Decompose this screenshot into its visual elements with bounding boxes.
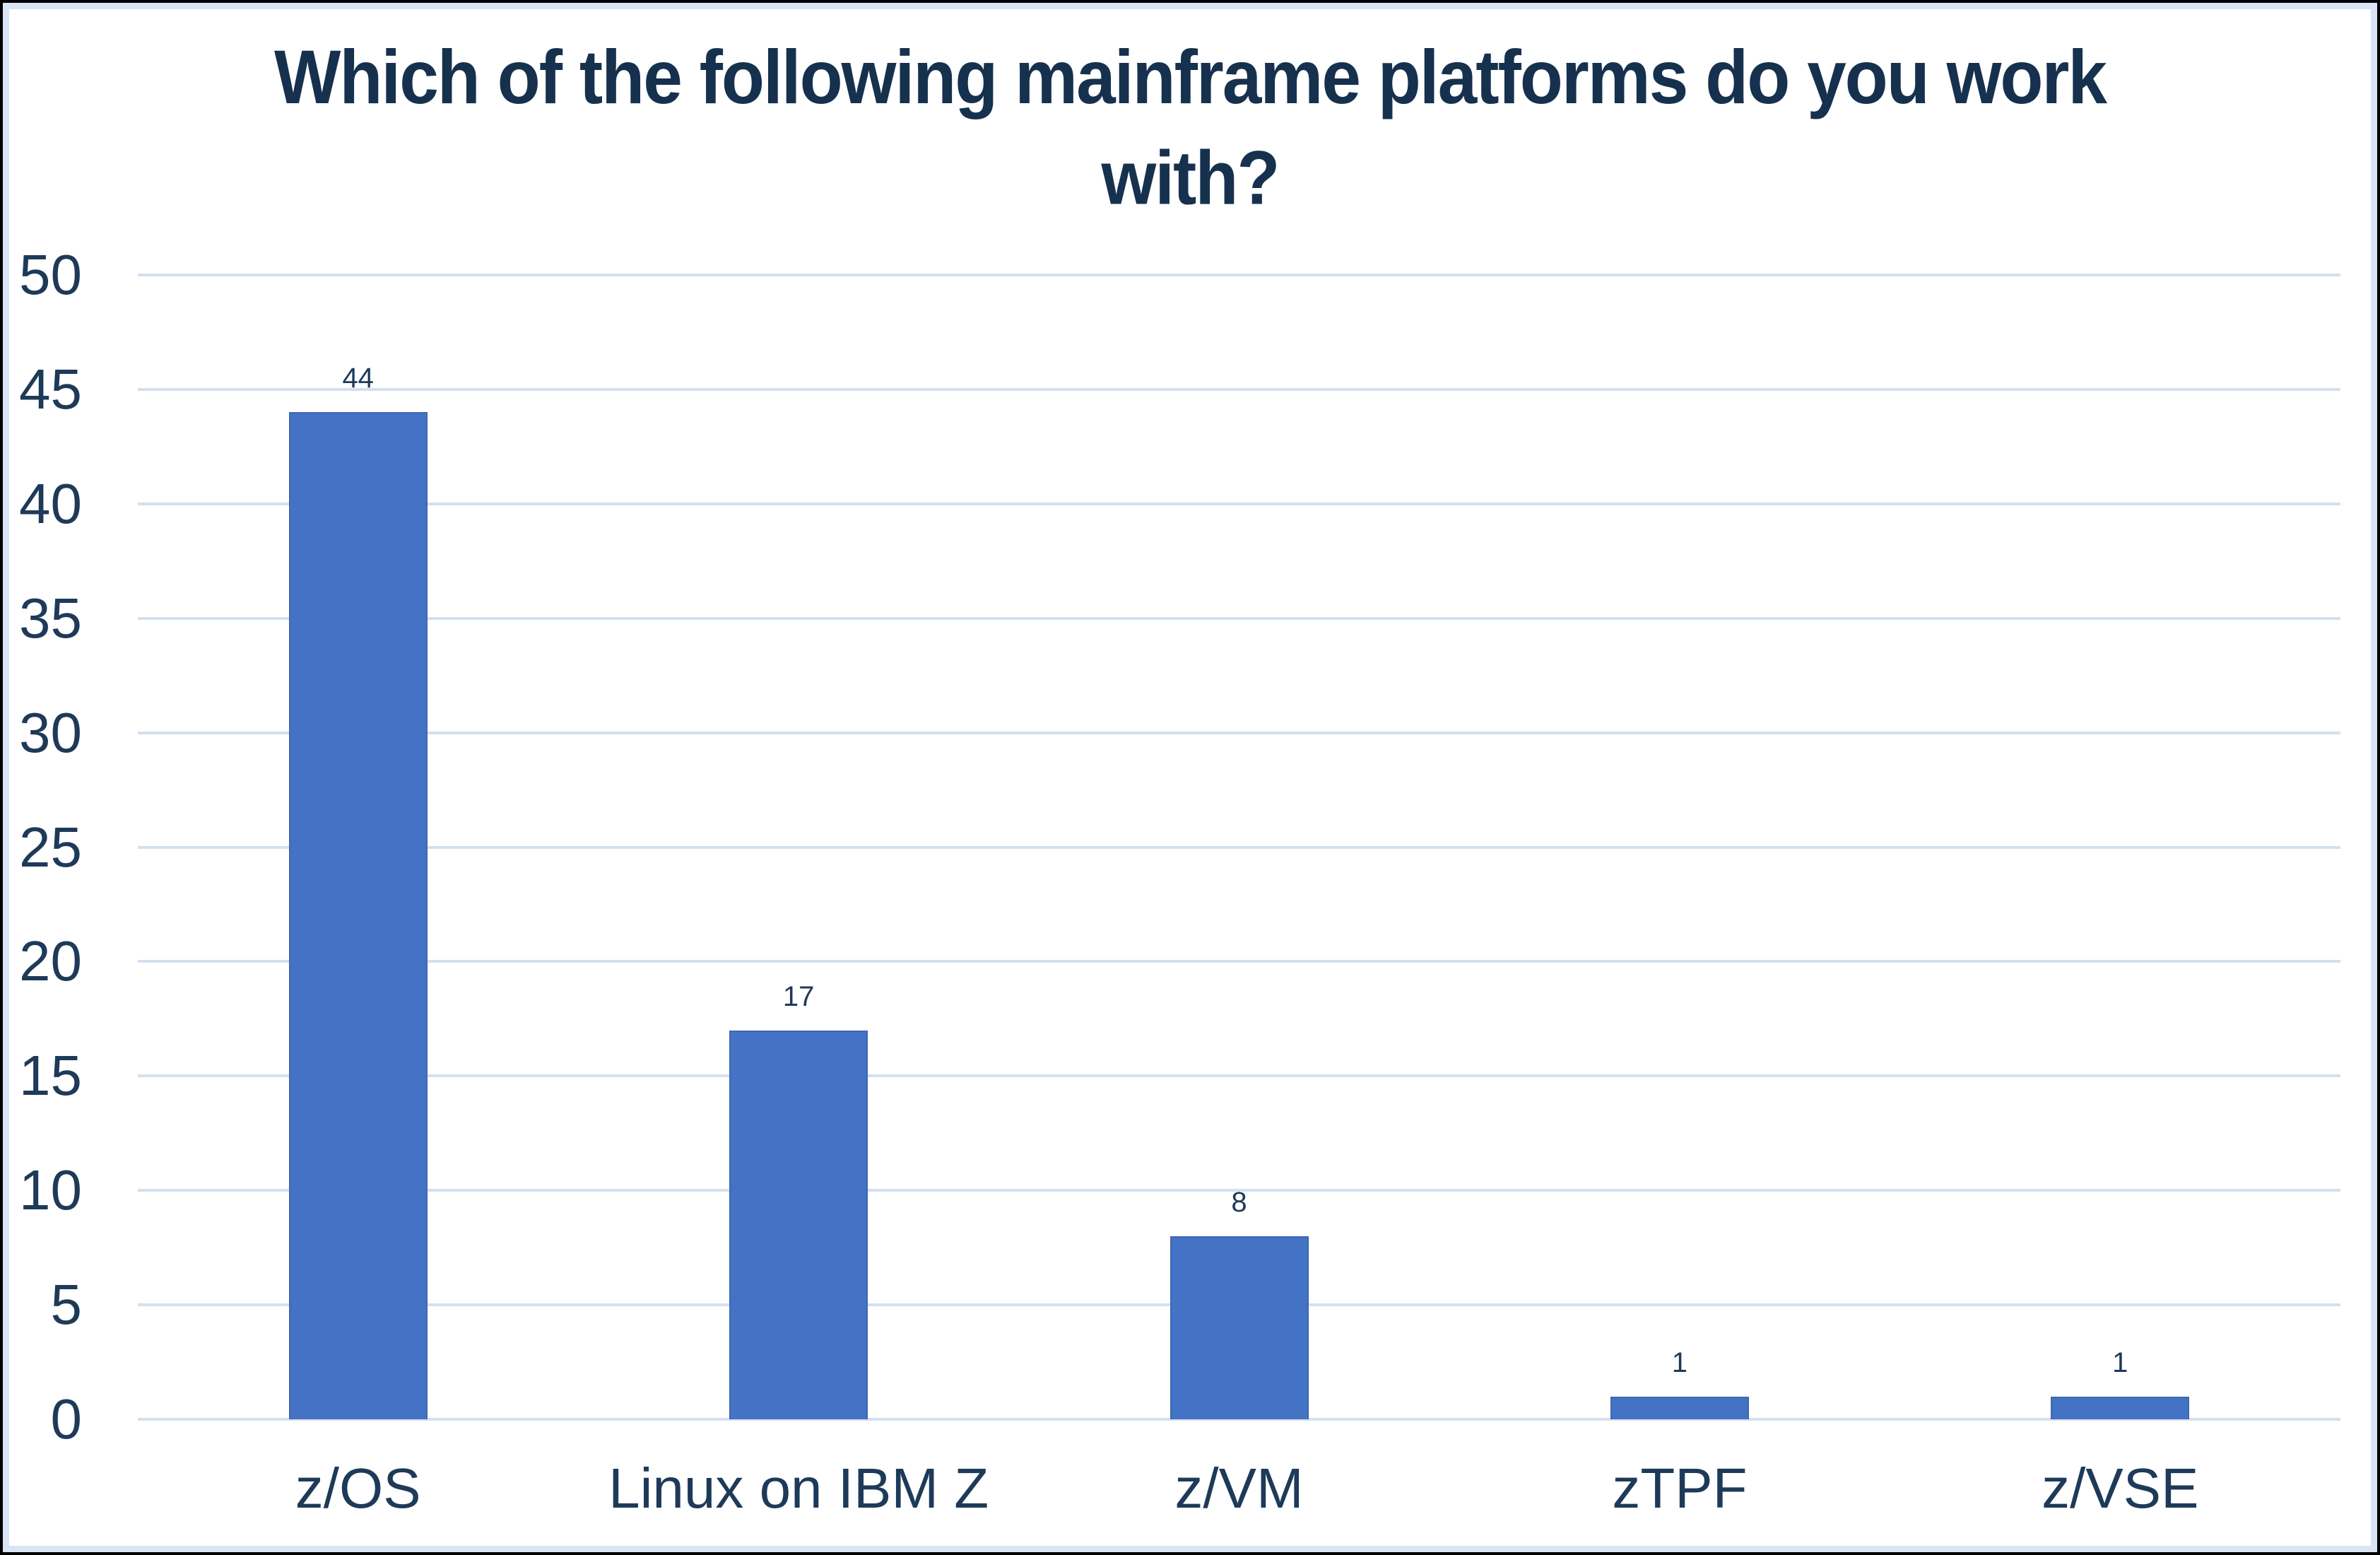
x-category-label: zTPF (1612, 1457, 1748, 1520)
bar (729, 1030, 868, 1419)
x-category-label: z/VM (1174, 1457, 1304, 1520)
bar (1170, 1236, 1309, 1419)
y-tick-label: 25 (19, 815, 82, 879)
bar-value-label: 44 (342, 363, 374, 394)
y-tick-label: 45 (19, 357, 82, 421)
y-tick-label: 50 (19, 243, 82, 306)
bar-value-label: 1 (1671, 1346, 1688, 1378)
y-tick-label: 40 (19, 471, 82, 535)
gridline (138, 1074, 2340, 1078)
gridline (138, 502, 2340, 505)
chart-title: Which of the following mainframe platfor… (0, 27, 2380, 228)
gridline (138, 960, 2340, 963)
bar-value-label: 8 (1231, 1186, 1247, 1218)
gridline (138, 845, 2340, 849)
bar (288, 412, 428, 1419)
gridline (138, 274, 2340, 276)
y-axis-tick-labels: 0 5 10 15 20 25 30 35 40 45 50 (0, 247, 83, 1448)
y-tick-label: 35 (19, 586, 82, 650)
bar-value-label: 17 (782, 980, 815, 1012)
plot-area: 44 17 8 1 1 z/OS Linux on IBM Z z/VM zTPF z/VSE (138, 274, 2340, 1517)
x-category-label: z/OS (295, 1457, 421, 1520)
y-tick-label: 20 (19, 929, 82, 993)
gridline (138, 1189, 2340, 1192)
bar (2051, 1396, 2190, 1419)
x-category-label: Linux on IBM Z (608, 1457, 989, 1520)
y-tick-label: 10 (19, 1158, 82, 1222)
y-tick-label: 5 (50, 1273, 83, 1337)
gridline (138, 616, 2340, 620)
chart-title-line-2: with? (1101, 135, 1280, 221)
y-tick-label: 15 (19, 1044, 82, 1108)
gridline (138, 731, 2340, 734)
chart-title-line-1: Which of the following mainframe platfor… (273, 34, 2107, 120)
y-tick-label: 30 (19, 700, 82, 764)
bar-value-label: 1 (2112, 1346, 2128, 1378)
gridline (138, 387, 2340, 391)
y-tick-label: 0 (50, 1387, 83, 1450)
bar (1610, 1396, 1749, 1419)
gridline (138, 1418, 2340, 1421)
x-category-label: z/VSE (2042, 1457, 2199, 1520)
